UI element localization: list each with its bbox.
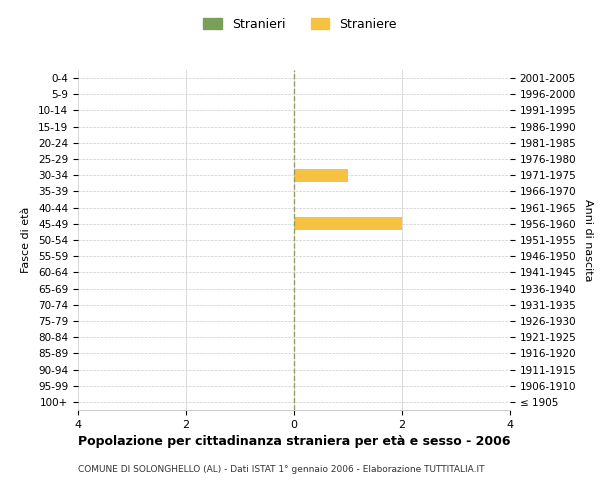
Text: COMUNE DI SOLONGHELLO (AL) - Dati ISTAT 1° gennaio 2006 - Elaborazione TUTTITALI: COMUNE DI SOLONGHELLO (AL) - Dati ISTAT … <box>78 465 485 474</box>
Bar <box>294 169 348 181</box>
Y-axis label: Anni di nascita: Anni di nascita <box>583 198 593 281</box>
Legend: Stranieri, Straniere: Stranieri, Straniere <box>199 14 401 34</box>
Text: Popolazione per cittadinanza straniera per età e sesso - 2006: Popolazione per cittadinanza straniera p… <box>78 435 511 448</box>
Y-axis label: Fasce di età: Fasce di età <box>21 207 31 273</box>
Bar <box>294 218 402 230</box>
